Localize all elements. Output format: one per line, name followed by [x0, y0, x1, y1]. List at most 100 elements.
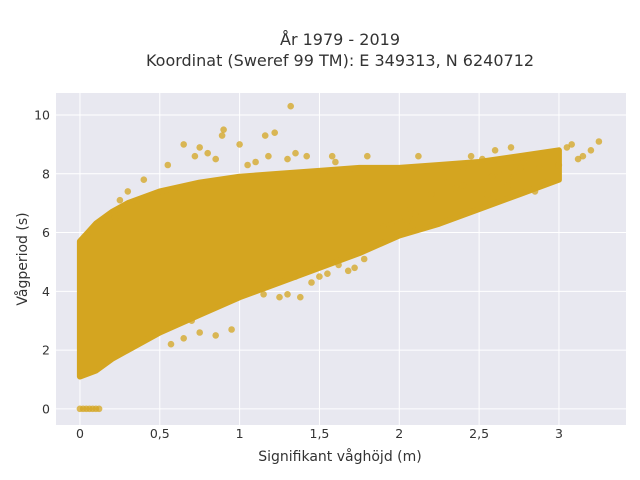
x-tick-label: 0,5 [150, 426, 170, 441]
chart-title-line-1: År 1979 - 2019 [280, 30, 400, 49]
data-point [488, 173, 496, 180]
data-point [587, 147, 595, 154]
data-point [284, 155, 291, 163]
data-point [459, 164, 467, 172]
data-point [542, 179, 550, 186]
data-point [196, 144, 203, 151]
data-point [191, 152, 199, 160]
y-tick-label: 6 [42, 225, 50, 240]
x-tick-label: 0 [76, 426, 84, 441]
data-point [164, 161, 172, 169]
data-point [443, 164, 451, 172]
data-point [404, 217, 411, 225]
data-point [555, 161, 563, 169]
data-point [180, 141, 187, 148]
data-point [212, 332, 219, 339]
data-point [495, 167, 502, 175]
data-point [335, 261, 342, 269]
data-point [116, 196, 124, 204]
data-point [491, 147, 499, 154]
data-point [188, 317, 195, 325]
x-tick-label: 1 [236, 426, 244, 441]
data-point [212, 155, 219, 163]
data-point [252, 158, 259, 166]
data-point [351, 264, 358, 272]
data-point [574, 155, 582, 163]
y-tick-label: 0 [42, 401, 50, 416]
data-point [510, 173, 518, 180]
data-point [563, 144, 571, 151]
data-point [380, 223, 387, 230]
data-point [268, 276, 275, 283]
x-axis-title: Signifikant våghöjd (m) [258, 448, 421, 465]
data-point [308, 279, 315, 286]
chart-title-line-2: Koordinat (Sweref 99 TM): E 349313, N 62… [146, 51, 534, 70]
x-tick-label: 2,5 [469, 426, 489, 441]
data-point [316, 273, 323, 280]
y-tick-label: 10 [34, 108, 50, 123]
data-point [303, 152, 311, 160]
data-point [479, 155, 486, 163]
data-point [517, 164, 524, 172]
x-tick-label: 2 [395, 426, 403, 441]
data-point [364, 152, 371, 160]
data-point [360, 255, 368, 263]
data-point [507, 144, 515, 151]
data-point [324, 270, 331, 278]
data-point [344, 267, 352, 275]
data-point [228, 326, 235, 333]
data-point [276, 293, 283, 301]
data-point [287, 102, 295, 110]
data-point [504, 182, 512, 189]
density-band [76, 147, 562, 380]
data-point [204, 149, 211, 157]
data-point [236, 141, 243, 148]
data-point [196, 329, 203, 336]
data-point [111, 214, 119, 222]
data-point [415, 152, 422, 160]
data-point [396, 214, 403, 222]
data-point [411, 211, 419, 219]
data-point [427, 191, 435, 198]
x-tick-label: 3 [555, 426, 563, 441]
data-point [443, 179, 451, 186]
data-point [595, 138, 603, 145]
data-point [451, 185, 459, 192]
data-point [180, 335, 187, 342]
data-points [76, 102, 603, 413]
data-point [459, 182, 467, 189]
data-point [520, 158, 528, 166]
data-point [167, 340, 175, 348]
data-point [244, 161, 251, 169]
y-axis-title: Vågperiod (s) [14, 212, 31, 305]
data-point [536, 164, 544, 172]
data-point [297, 293, 304, 301]
data-point [271, 129, 279, 136]
data-point [407, 205, 414, 213]
data-point [547, 164, 555, 172]
data-point [388, 220, 395, 227]
data-point [220, 126, 227, 133]
data-point [523, 152, 531, 160]
data-point [140, 176, 148, 183]
data-point [332, 158, 339, 166]
x-tick-label: 1,5 [310, 426, 330, 441]
data-point [261, 132, 269, 139]
data-point [284, 291, 291, 298]
data-point [218, 132, 226, 139]
data-point [105, 211, 112, 219]
data-point [568, 141, 575, 148]
data-point [95, 405, 103, 413]
data-point [292, 149, 299, 157]
y-tick-labels: 0 2 4 6 8 10 [34, 108, 50, 417]
y-tick-label: 4 [42, 284, 50, 299]
x-tick-labels: 0 0,5 1 1,5 2 2,5 3 [76, 426, 563, 441]
data-point [483, 191, 491, 198]
density-band-area [76, 147, 562, 380]
data-point [579, 152, 587, 160]
data-point [124, 188, 132, 195]
data-point [260, 291, 267, 298]
data-point [265, 152, 272, 160]
y-tick-label: 8 [42, 166, 50, 181]
